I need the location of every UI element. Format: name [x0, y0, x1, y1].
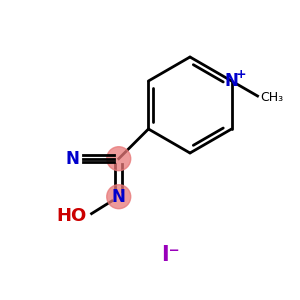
Circle shape	[107, 185, 131, 209]
Text: N: N	[66, 150, 80, 168]
Text: CH₃: CH₃	[260, 91, 283, 104]
Text: N: N	[225, 72, 238, 90]
Circle shape	[107, 147, 131, 171]
Text: I⁻: I⁻	[161, 245, 179, 265]
Text: N: N	[112, 188, 126, 206]
Text: HO: HO	[56, 207, 87, 225]
Text: +: +	[235, 68, 246, 82]
